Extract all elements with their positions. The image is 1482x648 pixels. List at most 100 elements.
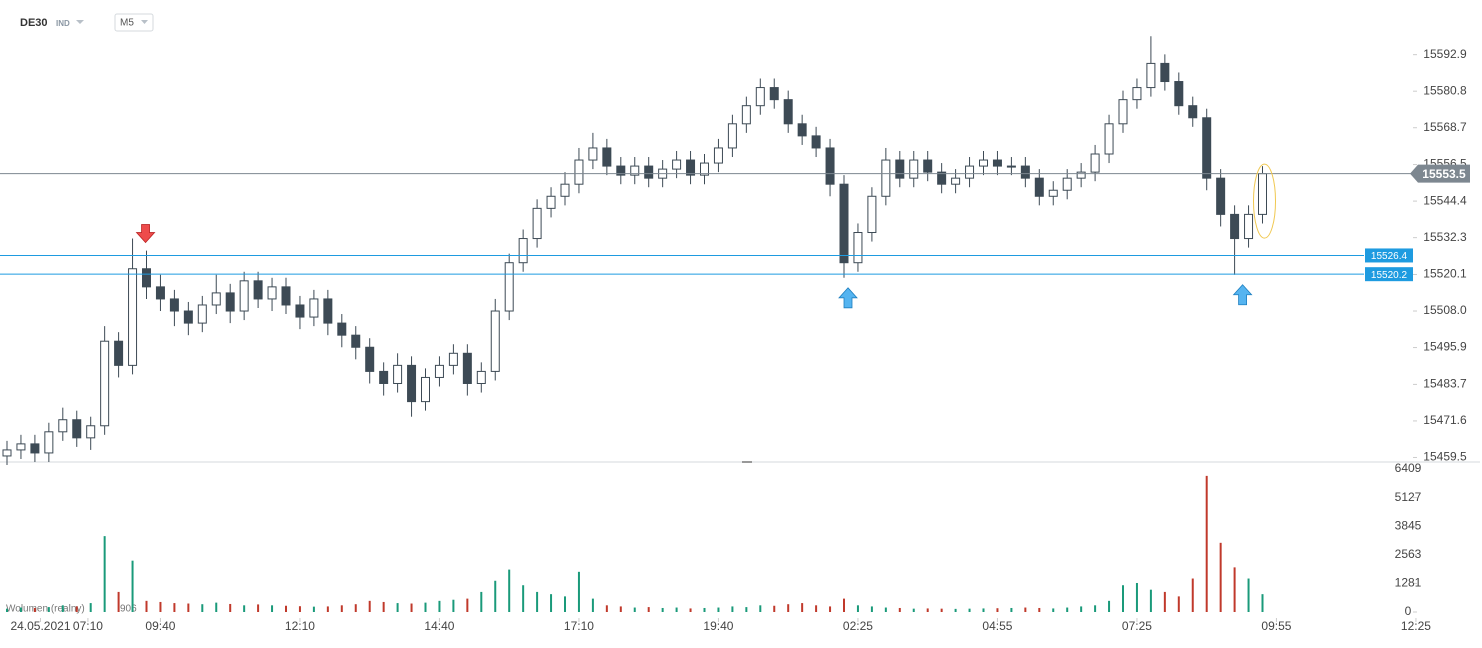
volume-tick-label: 0 bbox=[1405, 604, 1412, 618]
symbol[interactable]: DE30 bbox=[20, 17, 48, 29]
volume-bar bbox=[326, 606, 329, 612]
volume-bar bbox=[159, 601, 162, 612]
candle-body bbox=[783, 99, 793, 125]
volume-bar bbox=[173, 603, 176, 612]
candle-body bbox=[1258, 173, 1267, 215]
candle-body bbox=[1230, 213, 1240, 240]
candle-body bbox=[979, 159, 988, 167]
candle-body bbox=[72, 419, 82, 439]
volume-tick-label: 2563 bbox=[1395, 547, 1422, 561]
candle-body bbox=[909, 159, 919, 179]
candle-body bbox=[351, 334, 361, 348]
volume-bar bbox=[480, 591, 483, 612]
volume-bar bbox=[6, 608, 8, 612]
candle-body bbox=[1188, 105, 1198, 119]
candle-body bbox=[644, 165, 654, 179]
volume-legend-name: Wolumen (realny) bbox=[6, 604, 85, 615]
volume-bar bbox=[1122, 585, 1124, 612]
volume-tick-label: 6409 bbox=[1395, 461, 1422, 475]
price-badge bbox=[1410, 164, 1470, 183]
volume-bar bbox=[591, 598, 594, 612]
volume-bar bbox=[940, 608, 943, 612]
volume-bar bbox=[271, 605, 274, 612]
volume-bar bbox=[19, 607, 22, 612]
x-tick-label: 09:40 bbox=[145, 619, 175, 633]
candle-body bbox=[923, 159, 933, 173]
y-tick-label: 15580.8 bbox=[1423, 83, 1467, 97]
candle-body bbox=[700, 162, 709, 176]
candle-body bbox=[86, 425, 96, 439]
x-tick-label: 07:25 bbox=[1122, 619, 1152, 633]
candle-body bbox=[560, 183, 570, 197]
x-tick-label: 24.05.2021 bbox=[10, 619, 70, 633]
candle-body bbox=[727, 123, 737, 149]
dropdown-caret[interactable] bbox=[76, 20, 84, 24]
x-tick-label: 14:40 bbox=[424, 619, 454, 633]
volume-bar bbox=[452, 599, 455, 612]
volume-bar bbox=[926, 608, 929, 612]
candle-body bbox=[532, 207, 542, 240]
volume-bar bbox=[354, 604, 357, 612]
level-badge-label: 15520.2 bbox=[1371, 270, 1408, 281]
candle-body bbox=[267, 286, 277, 300]
candle-body bbox=[895, 159, 905, 179]
candle-body bbox=[1034, 177, 1044, 197]
level-badge bbox=[1365, 248, 1413, 263]
candle-body bbox=[30, 443, 40, 454]
volume-bar bbox=[829, 606, 832, 612]
volume-bar bbox=[298, 606, 301, 612]
volume-bar bbox=[47, 607, 50, 612]
candle-body bbox=[1202, 117, 1212, 179]
level-badge-label: 15526.4 bbox=[1371, 251, 1408, 262]
volume-bar bbox=[577, 571, 580, 612]
timeframe-select[interactable] bbox=[114, 13, 154, 32]
candle-body bbox=[546, 195, 556, 209]
volume-bar bbox=[661, 607, 664, 612]
volume-bar bbox=[884, 607, 887, 612]
candle-body bbox=[741, 105, 751, 125]
volume-bar bbox=[954, 608, 957, 612]
volume-bar bbox=[131, 560, 134, 612]
candle-body bbox=[616, 165, 626, 176]
candle-body bbox=[393, 364, 403, 384]
volume-bar bbox=[187, 603, 190, 612]
volume-bar bbox=[689, 608, 692, 612]
candle-body bbox=[630, 165, 640, 176]
volume-bar bbox=[1038, 607, 1041, 612]
candle-body bbox=[951, 177, 961, 185]
arrow-down bbox=[135, 224, 156, 244]
x-tick-label: 17:10 bbox=[564, 619, 594, 633]
volume-bar bbox=[1163, 591, 1166, 612]
candle-body bbox=[1104, 123, 1114, 155]
candle-body bbox=[365, 346, 375, 372]
dropdown-caret bbox=[141, 20, 148, 24]
volume-bar bbox=[717, 607, 720, 612]
candle-body bbox=[1090, 153, 1100, 173]
candle-body bbox=[1160, 62, 1170, 83]
volume-bar bbox=[1108, 600, 1111, 612]
volume-bar bbox=[982, 608, 985, 612]
y-tick-label: 15471.6 bbox=[1423, 413, 1467, 427]
candle-body bbox=[1048, 189, 1058, 197]
timeframe[interactable]: M5 bbox=[120, 18, 134, 29]
candle-body bbox=[1062, 177, 1072, 191]
volume-bar bbox=[633, 607, 636, 612]
y-tick-label: 15568.7 bbox=[1423, 120, 1467, 134]
arrow-up bbox=[1232, 284, 1253, 306]
instrument-type[interactable]: IND bbox=[56, 19, 70, 28]
volume-bar bbox=[257, 604, 260, 612]
volume-bar bbox=[1191, 578, 1194, 612]
volume-bar bbox=[117, 591, 120, 612]
volume-bar bbox=[731, 606, 734, 612]
volume-bar bbox=[103, 536, 106, 612]
candle-body bbox=[100, 340, 110, 427]
volume-bar bbox=[1205, 475, 1208, 612]
candle-body bbox=[476, 370, 486, 384]
volume-bar bbox=[75, 606, 78, 612]
panel-handle[interactable] bbox=[742, 461, 752, 463]
volume-bar bbox=[89, 603, 92, 612]
volume-bar bbox=[61, 605, 64, 612]
volume-legend-value: 906 bbox=[120, 604, 137, 615]
candle-body bbox=[811, 135, 821, 149]
volume-bar bbox=[33, 607, 36, 612]
